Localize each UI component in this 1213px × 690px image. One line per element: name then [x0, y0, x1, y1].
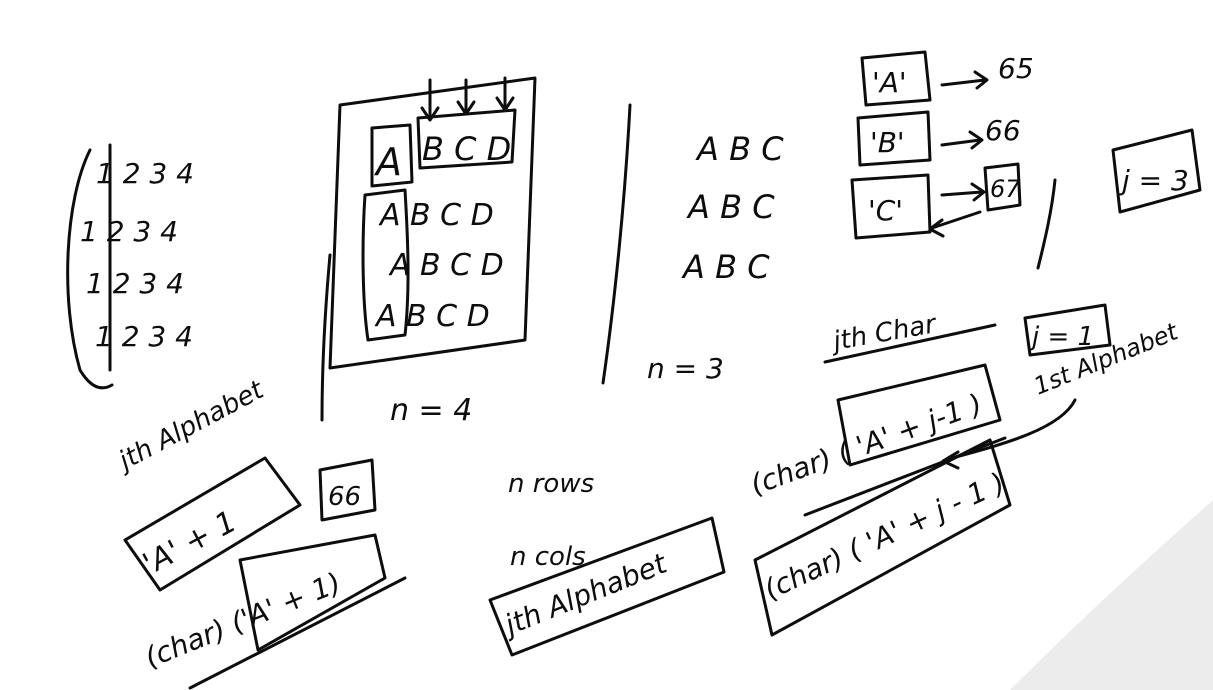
highlight-box-a: [370, 123, 414, 188]
ascii-mapping: 'A' 'B' 'C' 65 66 67 j = 3: [850, 50, 1202, 270]
box-cast: [238, 533, 387, 652]
corner-shade: [1010, 500, 1213, 690]
j-equals-1: j = 1: [1029, 322, 1094, 352]
char-b-label: 'B': [870, 126, 905, 159]
code-67: 67: [990, 175, 1021, 203]
divider-stroke: [1036, 178, 1057, 270]
arrow-right-icon: [940, 130, 984, 150]
result-66: 66: [328, 482, 361, 512]
example-letter-grid: A B C D A B C D A B C D A B C D n = 4: [320, 76, 537, 428]
n-equals-3: n = 3: [647, 352, 724, 385]
number-row-4: 1 2 3 4: [95, 320, 193, 353]
abc-row-1: A B C: [695, 130, 784, 168]
j-equals-3: j = 3: [1118, 164, 1189, 197]
number-row-3: 1 2 3 4: [86, 267, 184, 300]
jth-alphabet-heading: jth Alphabet: [112, 375, 270, 478]
middle-notes: n rows n cols jth Alphabet: [488, 469, 726, 657]
box-final-expr: [753, 438, 1012, 637]
box-char-a: [860, 50, 932, 107]
underline-cast: [188, 576, 407, 690]
arrow-down-icon: [420, 78, 440, 122]
cast-expr-j: (char) ( 'A' + j-1 ): [746, 387, 986, 501]
n-cols: n cols: [510, 542, 586, 572]
box-char-c: [850, 173, 932, 240]
n-rows: n rows: [508, 469, 594, 499]
box-char-b: [856, 110, 932, 167]
header-letter-a: A: [373, 140, 402, 184]
column-a-loop: [361, 188, 410, 342]
box-j-equals-3: [1111, 128, 1202, 214]
number-row-2: 1 2 3 4: [80, 215, 178, 248]
letter-row-3: A B C D: [374, 299, 490, 334]
right-notes: jth Char j = 1 1st Alphabet (char) ( 'A'…: [746, 303, 1183, 637]
separator-line: [601, 103, 632, 385]
left-notes: jth Alphabet 'A' + 1 66 (char) ('A' + 1): [112, 375, 407, 690]
grid-frame: [328, 76, 537, 370]
letter-row-1: A B C D: [378, 198, 494, 233]
code-66: 66: [985, 114, 1021, 147]
arrow-left-icon: [928, 210, 982, 238]
char-c-label: 'C': [868, 194, 903, 227]
arrow-right-icon: [940, 70, 989, 90]
box-jth-alphabet: [488, 516, 726, 657]
n-equals-4: n = 4: [390, 393, 472, 428]
example-number-pattern: 1 2 3 4 1 2 3 4 1 2 3 4 1 2 3 4: [66, 143, 194, 390]
box-result: [318, 458, 377, 522]
highlight-box-bcd: [416, 108, 517, 170]
abc-row-2: A B C: [686, 188, 775, 226]
header-letters-bcd: B C D: [422, 130, 511, 168]
box-j-equals-1: [1023, 303, 1112, 357]
arrow-right-icon: [940, 182, 986, 202]
arrow-down-icon: [456, 78, 476, 116]
grid-left-stroke: [320, 253, 332, 422]
example-abc-pattern: A B C A B C A B C n = 3: [647, 130, 784, 385]
abc-row-3: A B C: [681, 248, 770, 286]
letter-row-2: A B C D: [388, 248, 504, 283]
left-bracket: [66, 148, 114, 390]
box-a-plus-j: [836, 363, 1002, 467]
box-code-67: [983, 162, 1022, 212]
code-65: 65: [998, 52, 1034, 85]
arrow-down-icon: [495, 76, 515, 112]
underline-jth-char: [823, 323, 997, 364]
number-row-1: 1 2 3 4: [96, 157, 194, 190]
char-a-label: 'A': [872, 66, 907, 99]
box-expr: [123, 456, 302, 592]
